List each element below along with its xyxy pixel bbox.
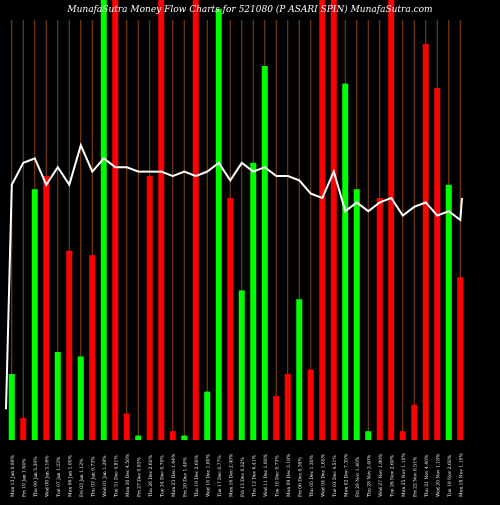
bar-13 — [146, 176, 153, 440]
x-tick-label: Mon 13 Jan 0.99% — [10, 454, 16, 497]
bar-30 — [342, 83, 349, 440]
x-tick-label: Fri 03 Jan 1.12% — [79, 458, 85, 497]
bar-24 — [273, 396, 280, 440]
x-tick-label: Fri 06 Dec 0.39% — [297, 456, 303, 497]
bar-34 — [388, 0, 395, 440]
bar-9 — [100, 0, 107, 440]
bar-1 — [8, 374, 15, 440]
bar-18 — [204, 391, 211, 440]
bar-3 — [31, 189, 38, 440]
x-tick-label: Thu 05 Dec 1.30% — [309, 454, 315, 497]
bar-16 — [181, 435, 188, 440]
x-tick-label: Thu 09 Jan 5.20% — [33, 456, 39, 497]
x-tick-label: Thu 26 Dec 2.60% — [148, 454, 154, 497]
bar-15 — [169, 431, 176, 440]
bar-22 — [250, 162, 257, 441]
x-tick-label: Fri 27 Dec 0.83% — [136, 456, 142, 497]
bar-31 — [353, 189, 360, 440]
chart-title: MunafaSutra Money Flow Charts for 521080… — [66, 4, 432, 15]
bar-6 — [66, 250, 73, 440]
bar-4 — [43, 176, 50, 440]
bar-11 — [123, 413, 130, 440]
x-tick-label: Wed 27 Nov 1.80% — [378, 453, 384, 497]
x-tick-label: Mon 25 Nov 1.10% — [401, 453, 407, 497]
x-tick-label: Tue 03 Dec 4.51% — [332, 455, 338, 497]
x-tick-label: Wed 20 Nov 1.18% — [435, 453, 441, 497]
bar-23 — [261, 66, 268, 440]
bar-26 — [296, 299, 303, 440]
bar-37 — [422, 44, 429, 440]
x-tick-label: Mon 09 Dec 3.18% — [286, 453, 292, 497]
x-tick-label: Wed 04 Dec 1.65% — [320, 453, 326, 497]
bar-28 — [319, 0, 326, 440]
x-tick-label: Tue 07 Jan 1.23% — [56, 456, 62, 497]
x-tick-label: Tue 19 Nov 2.60% — [447, 454, 453, 497]
x-tick-label: Mon 02 Dec 7.35% — [343, 453, 349, 497]
bar-2 — [20, 418, 27, 440]
x-tick-label: Thu 12 Dec 6.41% — [251, 454, 257, 497]
bar-10 — [112, 0, 119, 440]
x-tick-label: Wed 01 Jan 1.29% — [102, 455, 108, 497]
bar-25 — [284, 374, 291, 440]
bar-19 — [215, 8, 222, 441]
x-tick-label: Mon 06 Jan 1.00% — [67, 454, 73, 497]
bar-40 — [457, 277, 464, 440]
bar-32 — [365, 431, 372, 440]
x-tick-labels: Mon 13 Jan 0.99% Fri 10 Jan 1.64% Thu 09 J… — [10, 453, 465, 497]
x-tick-label: Thu 19 Dec 2.60% — [194, 454, 200, 497]
bar-35 — [399, 431, 406, 440]
x-tick-label: Mon 23 Dec 1.64% — [171, 453, 177, 497]
x-tick-label: Tue 10 Dec 0.73% — [274, 455, 280, 497]
bars — [8, 0, 464, 441]
x-tick-label: Tue 24 Dec 0.70% — [159, 455, 165, 497]
money-flow-line — [5, 142, 463, 410]
bar-8 — [89, 255, 96, 440]
bar-36 — [411, 404, 418, 440]
x-tick-label: Wed 18 Dec 1.80% — [205, 453, 211, 497]
bar-5 — [54, 352, 61, 440]
x-tick-label: Mon 30 Dec 4.50% — [125, 453, 131, 497]
bar-27 — [307, 369, 314, 440]
bar-7 — [77, 356, 84, 440]
x-tick-label: Wed 08 Jan 3.16% — [44, 455, 50, 497]
x-tick-label: Tue 17 Dec 0.77% — [217, 455, 223, 497]
x-tick-label: Fri 22 Nov 0.51% — [412, 456, 418, 497]
bar-29 — [330, 0, 337, 440]
bar-38 — [434, 88, 441, 440]
bar-14 — [158, 0, 165, 440]
x-tick-label: Thu 21 Nov 4.40% — [424, 454, 430, 497]
x-tick-label: Fri 10 Jan 1.64% — [21, 458, 27, 497]
bar-17 — [192, 0, 199, 440]
bar-20 — [227, 198, 234, 440]
bar-33 — [376, 198, 383, 440]
x-tick-label: Fri 29 Nov 1.40% — [355, 456, 361, 497]
bar-39 — [445, 184, 452, 440]
x-tick-label: Mon 18 Nov 1.10% — [458, 453, 464, 497]
x-tick-label: Fri 13 Dec 0.22% — [240, 456, 246, 497]
x-tick-label: Fri 20 Dec 1.40% — [182, 456, 188, 497]
x-tick-label: Mon 16 Dec 2.40% — [228, 453, 234, 497]
x-tick-label: Thu 28 Nov 2.40% — [366, 454, 372, 497]
x-tick-label: Thu 02 Jan 0.73% — [90, 456, 96, 497]
x-tick-label: Wed 11 Dec 1.80% — [263, 453, 269, 497]
x-tick-label: Tue 31 Dec 4.81% — [113, 455, 119, 497]
bar-21 — [238, 290, 245, 440]
x-tick-label: Tue 26 Nov 2.60% — [389, 454, 395, 497]
bar-12 — [135, 435, 142, 440]
